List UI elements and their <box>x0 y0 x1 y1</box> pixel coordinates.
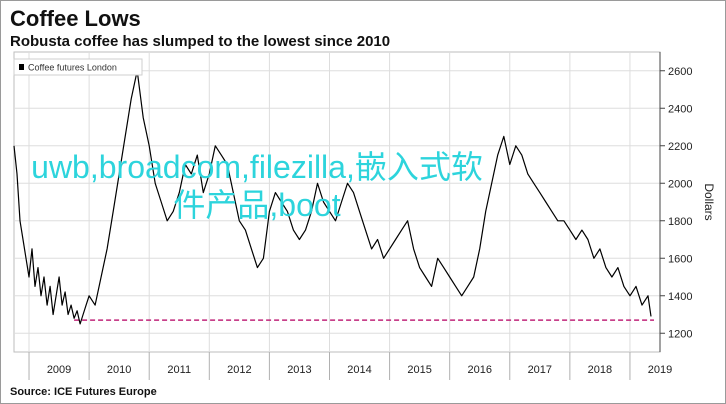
source-note: Source: ICE Futures Europe <box>10 386 157 398</box>
grid-lines <box>13 51 661 353</box>
legend-label: Coffee futures London <box>28 63 117 73</box>
y-axis-title: Dollars <box>702 183 716 220</box>
x-tick-label: 2018 <box>588 364 612 376</box>
y-axis: 1200 1400 1600 1800 2000 2200 2400 2600 Dollars <box>659 52 716 352</box>
y-tick-label: 2600 <box>668 66 692 78</box>
y-tick-label: 1600 <box>668 253 692 265</box>
x-tick-label: 2019 <box>648 364 672 376</box>
x-tick-label: 2009 <box>47 364 71 376</box>
chart-title: Coffee Lows <box>10 6 141 31</box>
y-tick-label: 2200 <box>668 141 692 153</box>
x-tick-label: 2015 <box>407 364 431 376</box>
x-tick-label: 2016 <box>467 364 491 376</box>
overlay-text: uwb,broadcom,filezilla,嵌入式软件产品,boot <box>31 149 483 223</box>
y-tick-label: 1200 <box>668 328 692 340</box>
y-tick-label: 2000 <box>668 178 692 190</box>
y-tick-label: 1800 <box>668 216 692 228</box>
x-tick-label: 2011 <box>167 364 191 376</box>
y-tick-label: 1400 <box>668 291 692 303</box>
x-tick-label: 2013 <box>287 364 311 376</box>
series-line-0 <box>13 70 652 325</box>
x-tick-label: 2014 <box>347 364 371 376</box>
series-layer <box>13 70 652 325</box>
x-tick-label: 2010 <box>107 364 131 376</box>
x-axis: 2009 2010 2011 2012 2013 2014 2015 2016 2017 2018… <box>28 352 672 380</box>
legend-box <box>13 58 143 76</box>
chart-subtitle: Robusta coffee has slumped to the lowest… <box>10 33 391 50</box>
y-tick-label: 2400 <box>668 103 692 115</box>
legend-swatch <box>19 64 24 70</box>
x-tick-label: 2012 <box>227 364 251 376</box>
legend: Coffee futures London <box>13 58 143 76</box>
x-tick-label: 2017 <box>528 364 552 376</box>
